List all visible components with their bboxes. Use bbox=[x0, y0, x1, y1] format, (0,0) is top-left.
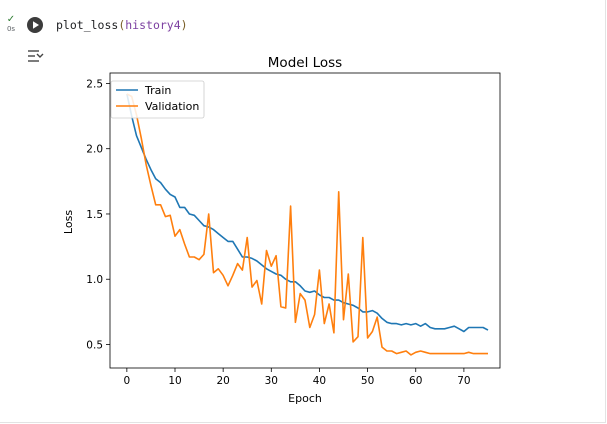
y-tick-label: 1.5 bbox=[86, 209, 103, 221]
y-tick-label: 2.5 bbox=[86, 78, 103, 90]
y-tick-label: 2.0 bbox=[86, 144, 103, 156]
execution-status: ✓ 0s bbox=[4, 14, 18, 34]
code-close-paren: ) bbox=[180, 18, 188, 32]
chart-lines bbox=[126, 93, 489, 356]
output-collapse-icon bbox=[28, 50, 44, 62]
x-tick-label: 40 bbox=[313, 375, 326, 387]
chart-title: Model Loss bbox=[267, 55, 343, 71]
x-axis: 0 10 20 30 40 50 60 70 bbox=[124, 368, 471, 387]
y-axis-label: Loss bbox=[62, 210, 75, 234]
legend-label-validation: Validation bbox=[145, 100, 199, 113]
x-axis-label: Epoch bbox=[288, 392, 322, 405]
execution-time: 0s bbox=[6, 25, 16, 33]
plot-frame bbox=[109, 72, 501, 369]
legend-label-train: Train bbox=[144, 84, 171, 97]
check-icon: ✓ bbox=[6, 14, 16, 25]
code-editor[interactable]: plot_loss(history4) bbox=[56, 18, 188, 32]
plot-area bbox=[110, 73, 500, 368]
y-tick-label: 1.0 bbox=[86, 274, 103, 286]
x-tick-label: 50 bbox=[361, 375, 374, 387]
code-open-paren: ( bbox=[118, 18, 126, 32]
y-tick-label: 0.5 bbox=[86, 340, 103, 352]
chart-legend: Train Validation bbox=[110, 80, 205, 119]
code-function: plot_loss bbox=[56, 18, 119, 32]
output-toggle-button[interactable] bbox=[26, 48, 44, 64]
code-argument: history4 bbox=[125, 18, 181, 32]
x-tick-label: 30 bbox=[265, 375, 278, 387]
x-tick-label: 10 bbox=[168, 375, 181, 387]
x-tick-label: 0 bbox=[124, 375, 131, 387]
x-tick-label: 70 bbox=[457, 375, 470, 387]
play-icon bbox=[33, 21, 39, 29]
series-line-validation bbox=[126, 93, 488, 356]
y-axis: 0.5 1.0 1.5 2.0 2.5 bbox=[86, 78, 110, 352]
x-tick-label: 60 bbox=[409, 375, 422, 387]
x-tick-label: 20 bbox=[216, 375, 229, 387]
series-line-train bbox=[126, 93, 489, 333]
run-cell-button[interactable] bbox=[27, 17, 43, 33]
